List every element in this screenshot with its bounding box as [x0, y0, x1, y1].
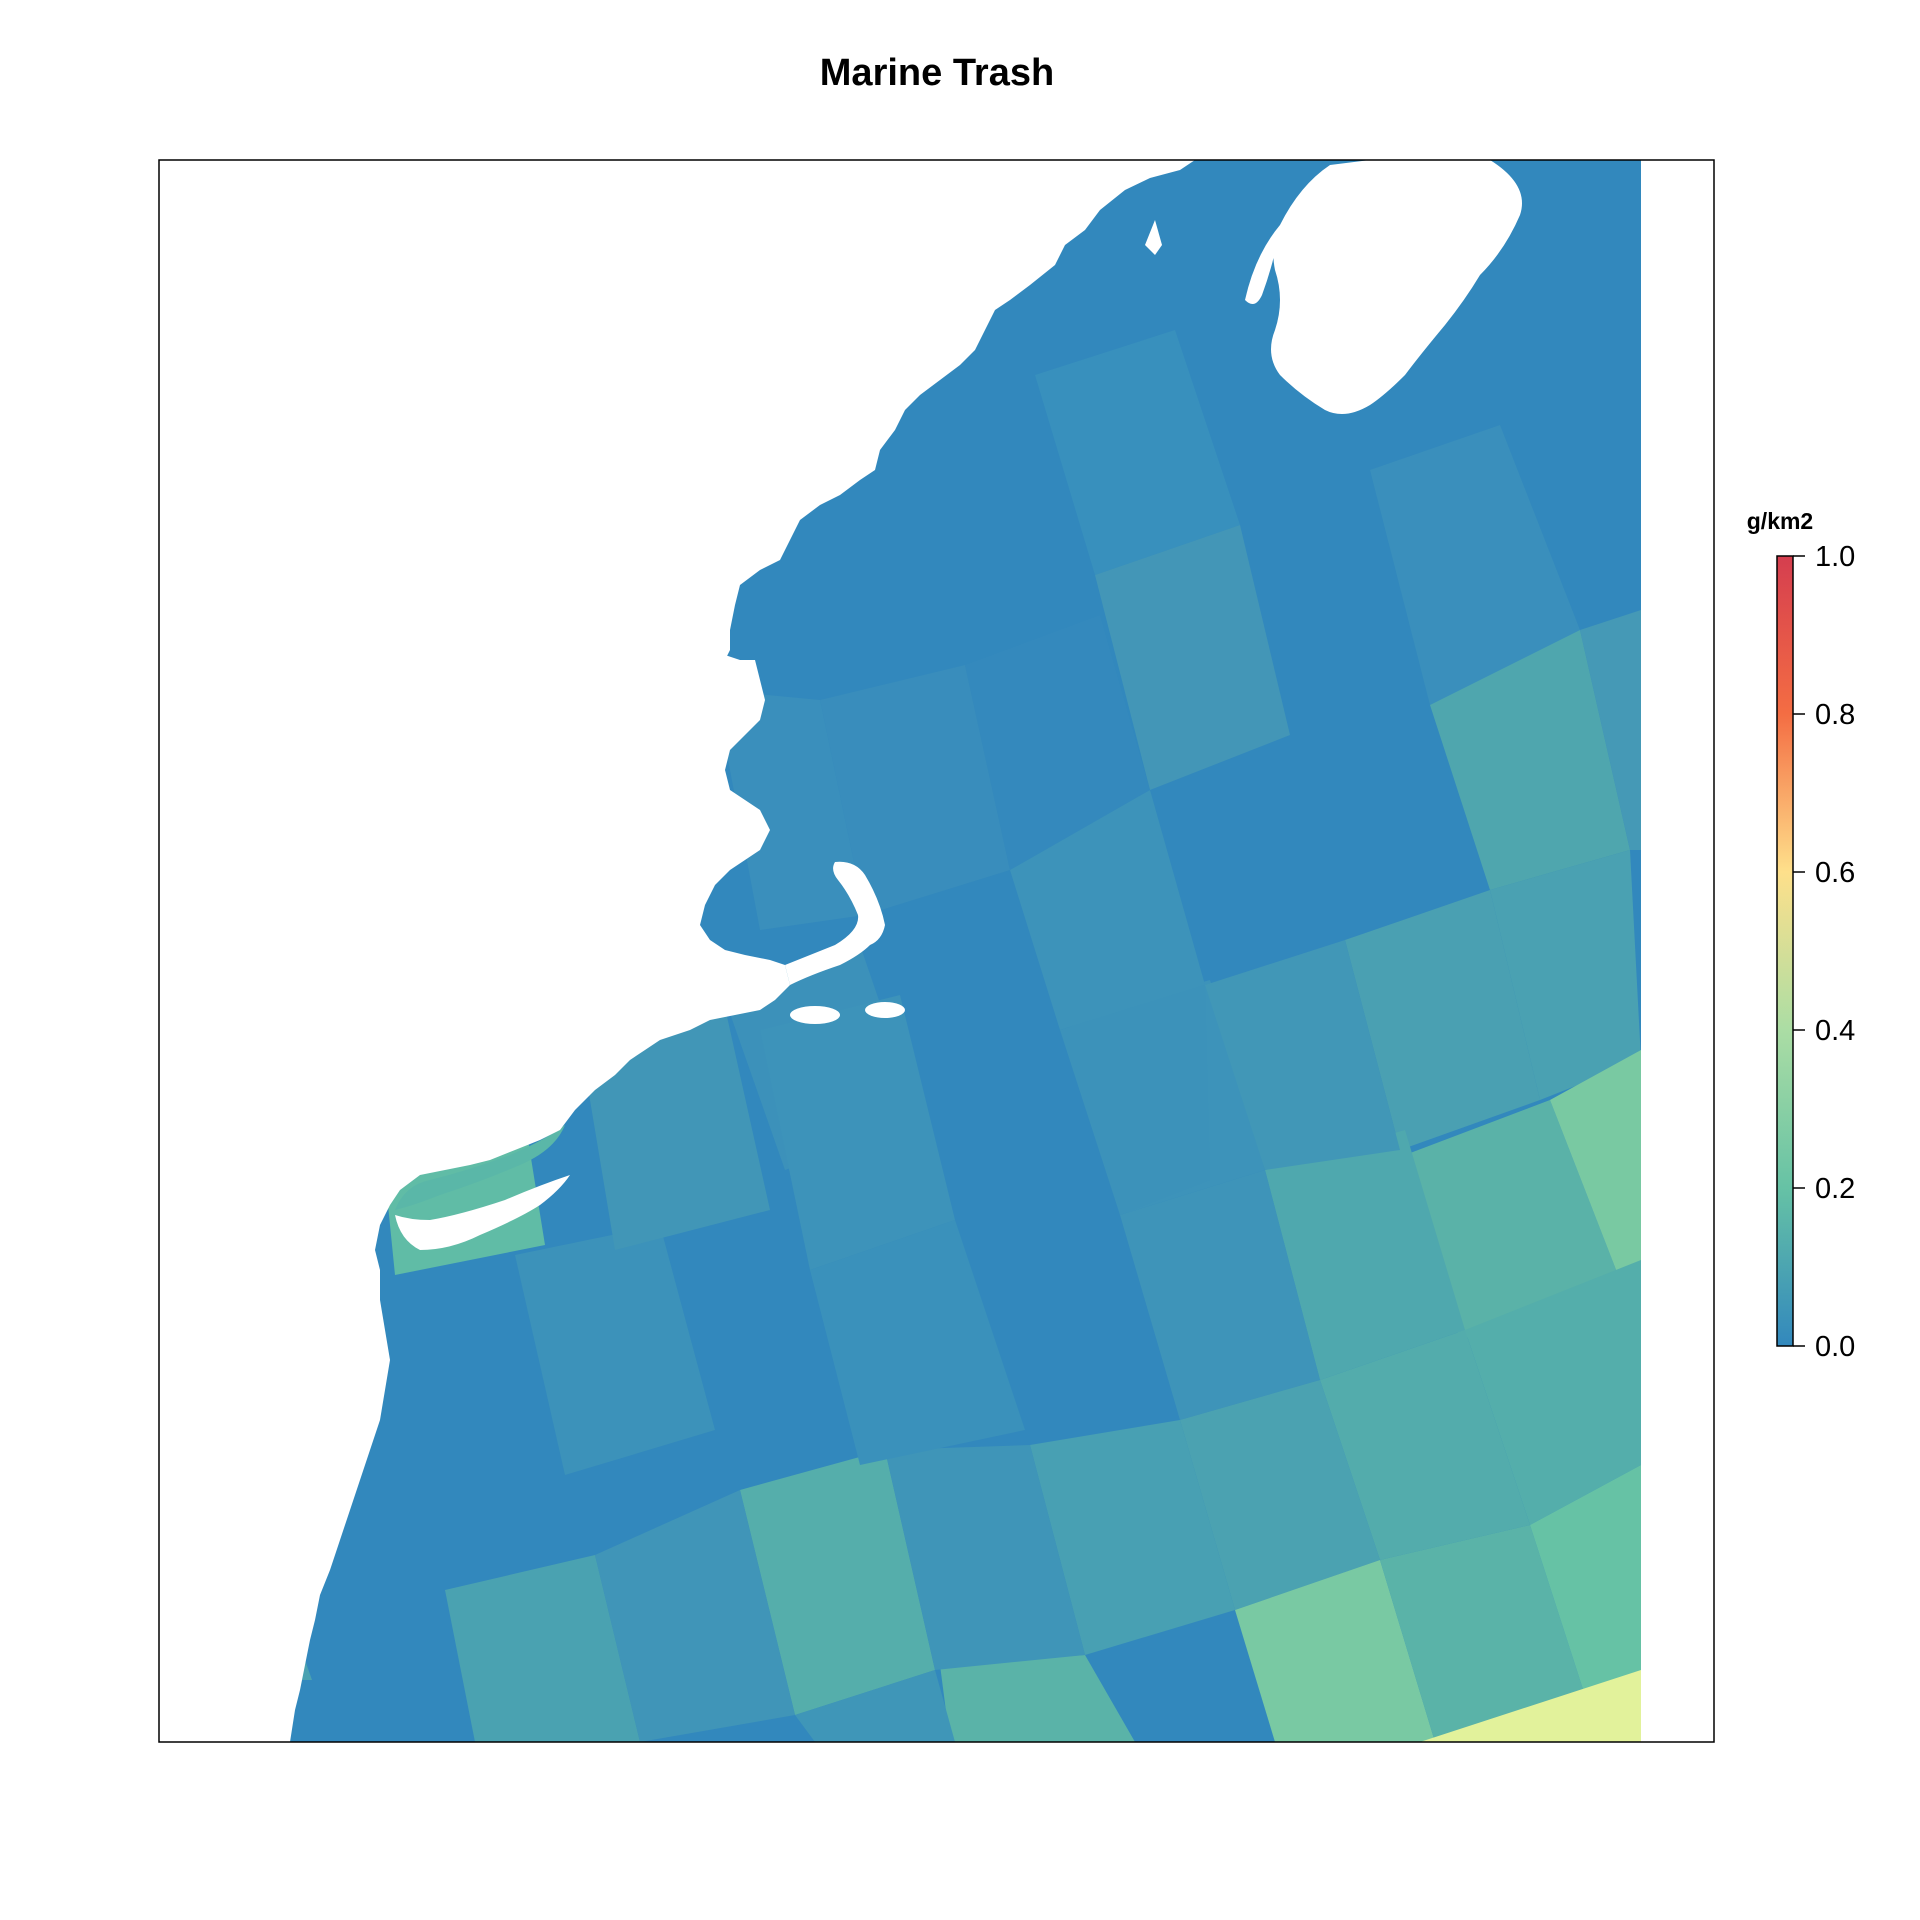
- sound-strip: [395, 1125, 565, 1210]
- grid-cell: [1370, 425, 1580, 705]
- grid-cell: [1550, 1050, 1641, 1280]
- no-data-strip: [1641, 160, 1714, 1742]
- grid-cell: [1180, 1380, 1380, 1610]
- grid-cell: [1420, 1670, 1641, 1742]
- legend-tick-label: 0.4: [1815, 1015, 1855, 1047]
- legend-title: g/km2: [1747, 508, 1813, 534]
- grid-cell: [940, 1655, 1135, 1742]
- cape-cod-land: [785, 861, 885, 985]
- grid-cell: [1380, 1525, 1600, 1742]
- legend-tick-label: 0.6: [1815, 857, 1855, 889]
- island-marthas-vineyard: [790, 1006, 840, 1024]
- grid-cell: [1060, 985, 1210, 1215]
- grid-cell: [885, 1445, 1085, 1670]
- grid-cell: [1345, 890, 1540, 1150]
- grid-cell: [1265, 1130, 1465, 1380]
- legend-tick-label: 0.0: [1815, 1331, 1855, 1363]
- grid-cell: [1035, 330, 1240, 575]
- grid-cell: [1030, 1420, 1235, 1655]
- nova-scotia-land: [1271, 160, 1522, 414]
- grid-cell: [1465, 1260, 1641, 1525]
- legend-tick-label: 1.0: [1815, 541, 1855, 573]
- grid-cell: [445, 1555, 640, 1742]
- color-legend: g/km2 1.0 0.8 0.6 0.4 0.2 0.0: [1747, 508, 1856, 1363]
- grid-cell: [965, 615, 1150, 870]
- map-area: [159, 160, 1714, 1742]
- legend-tick-label: 0.8: [1815, 699, 1855, 731]
- grid-cell: [1235, 1560, 1435, 1742]
- bay-of-fundy-shore: [1245, 225, 1280, 304]
- grid-cell: [820, 665, 1010, 915]
- grid-cell: [1405, 1100, 1620, 1340]
- concentration-grid: [380, 330, 1641, 1742]
- grid-cell: [760, 995, 955, 1270]
- island-nantucket: [865, 1002, 905, 1018]
- long-island-land: [395, 1175, 570, 1250]
- grid-cell: [715, 690, 865, 930]
- map-title: Marine Trash: [819, 52, 1055, 94]
- legend-colorbar: [1776, 555, 1794, 1347]
- plot-frame: [158, 159, 1715, 1743]
- grid-cell: [1320, 1330, 1530, 1560]
- grid-cell: [1530, 1465, 1641, 1742]
- grid-cell: [795, 1670, 955, 1742]
- grid-cell: [1205, 940, 1400, 1170]
- grid-cell: [515, 1225, 715, 1475]
- grid-cell: [810, 1220, 1025, 1465]
- legend-axis: 1.0 0.8 0.6 0.4 0.2 0.0: [1793, 541, 1855, 1363]
- grand-manan-island: [1145, 220, 1162, 255]
- coast-detail-land: [159, 160, 1180, 1742]
- grid-cell: [1010, 790, 1205, 1030]
- grid-cell: [1430, 630, 1630, 890]
- grid-cell: [1580, 610, 1641, 850]
- grid-cell: [740, 1450, 935, 1715]
- grid-cell: [1095, 525, 1290, 790]
- grid-cell: [1120, 1170, 1320, 1420]
- grid-cell: [1490, 850, 1641, 1100]
- grid-cell: [595, 1490, 795, 1742]
- legend-tick-label: 0.2: [1815, 1173, 1855, 1205]
